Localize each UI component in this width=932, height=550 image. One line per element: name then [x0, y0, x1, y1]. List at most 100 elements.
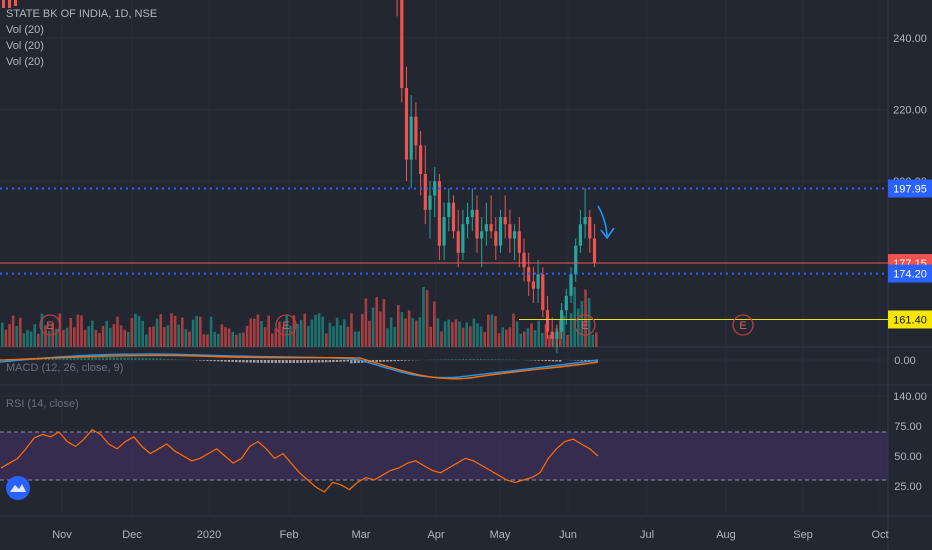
- time-axis-label: Nov: [52, 529, 72, 541]
- candle-body[interactable]: [545, 310, 550, 332]
- candle-body[interactable]: [461, 224, 465, 253]
- candle-body[interactable]: [536, 274, 540, 289]
- volume-bar: [112, 324, 116, 347]
- candle-body[interactable]: [8, 0, 11, 8]
- candle-body[interactable]: [578, 224, 582, 246]
- candle-body[interactable]: [555, 331, 559, 339]
- candle-body[interactable]: [560, 310, 564, 332]
- candle-body[interactable]: [400, 0, 404, 88]
- macd-histogram-bar: [80, 357, 83, 360]
- volume-bar: [155, 318, 159, 347]
- macd-histogram-bar: [94, 357, 97, 360]
- rsi-label[interactable]: RSI (14, close): [6, 398, 79, 410]
- candle-body[interactable]: [498, 217, 503, 246]
- candle-body[interactable]: [437, 181, 441, 246]
- price-tag-target[interactable]: [888, 310, 932, 329]
- candle-body[interactable]: [494, 231, 498, 246]
- candle-body[interactable]: [503, 217, 507, 225]
- candle-body[interactable]: [409, 116, 413, 160]
- earnings-marker[interactable]: [39, 314, 61, 336]
- candle-body[interactable]: [489, 224, 493, 232]
- candle-body[interactable]: [456, 231, 460, 253]
- price-tag-resistance[interactable]: [888, 179, 932, 198]
- study-vol-2[interactable]: Vol (20): [6, 40, 44, 52]
- macd-histogram-bar: [461, 359, 465, 360]
- volume-bar: [559, 320, 562, 347]
- candle-body[interactable]: [433, 181, 437, 196]
- volume-bar: [335, 317, 339, 347]
- candle-body[interactable]: [14, 0, 17, 6]
- earnings-marker-label: E: [282, 320, 289, 332]
- macd-histogram-bar: [263, 360, 267, 363]
- candle-body[interactable]: [517, 231, 521, 253]
- price-tag-support[interactable]: [888, 264, 932, 283]
- macd-histogram-bar: [256, 360, 259, 363]
- study-vol-3[interactable]: Vol (20): [6, 56, 44, 68]
- macd-histogram-bar: [87, 357, 90, 360]
- candle-body[interactable]: [414, 116, 418, 146]
- study-vol-1[interactable]: Vol (20): [6, 24, 44, 36]
- volume-bar: [505, 329, 508, 347]
- earnings-marker[interactable]: [574, 314, 596, 336]
- candle-body[interactable]: [480, 231, 484, 239]
- candle-body[interactable]: [451, 202, 456, 232]
- candle-body[interactable]: [404, 88, 409, 160]
- candle-body[interactable]: [592, 238, 597, 264]
- earnings-marker-label: E: [739, 320, 746, 332]
- macd-histogram-bar: [584, 360, 587, 361]
- macd-histogram-bar: [350, 360, 353, 364]
- macd-histogram-bar: [505, 359, 508, 360]
- candle-body[interactable]: [423, 174, 427, 210]
- macd-histogram-bar: [202, 360, 205, 361]
- candle-body[interactable]: [541, 274, 545, 311]
- candle-body[interactable]: [466, 217, 470, 225]
- macd-histogram-bar: [271, 360, 274, 363]
- volume-bar: [573, 287, 576, 347]
- tradingview-logo-icon[interactable]: [6, 476, 30, 500]
- candle-body[interactable]: [484, 224, 488, 232]
- candle-body[interactable]: [470, 209, 474, 217]
- macd-histogram-bar: [253, 360, 256, 363]
- macd-histogram-bar: [353, 360, 357, 364]
- volume-bar: [343, 319, 346, 347]
- earnings-marker[interactable]: [275, 314, 297, 336]
- candle-body[interactable]: [569, 274, 573, 296]
- candle-body[interactable]: [428, 195, 432, 210]
- annotation-arrow-head: [600, 227, 615, 240]
- earnings-marker[interactable]: [732, 314, 754, 336]
- volume-bar: [83, 329, 87, 347]
- macd-histogram-bar: [137, 357, 141, 360]
- candle-body[interactable]: [513, 231, 517, 239]
- candle-body[interactable]: [2, 0, 5, 8]
- candle-body[interactable]: [564, 295, 568, 311]
- candle-body[interactable]: [419, 145, 423, 174]
- rsi-axis-label: 25.00: [894, 481, 922, 493]
- macd-histogram-bar: [98, 357, 101, 360]
- volume-bar: [472, 318, 476, 347]
- candle-body[interactable]: [588, 217, 592, 239]
- candle-body[interactable]: [475, 209, 479, 239]
- candle-body[interactable]: [574, 245, 578, 275]
- volume-bar: [328, 322, 332, 347]
- candle-body[interactable]: [550, 331, 554, 339]
- candle-body[interactable]: [442, 217, 446, 246]
- candle-body[interactable]: [447, 202, 451, 217]
- volume-bar: [69, 317, 72, 347]
- volume-bar: [407, 310, 411, 347]
- annotation-arrow[interactable]: [597, 205, 608, 237]
- volume-bar: [580, 301, 584, 347]
- macd-histogram-bar: [407, 360, 411, 361]
- volume-bar: [548, 334, 551, 347]
- symbol-title: STATE BK OF INDIA, 1D, NSE: [6, 8, 158, 20]
- volume-bar: [260, 320, 263, 347]
- volume-bar: [566, 334, 569, 347]
- candle-body[interactable]: [508, 224, 512, 239]
- candle-body[interactable]: [531, 281, 535, 289]
- volume-bar: [242, 332, 245, 347]
- candle-body[interactable]: [522, 252, 526, 268]
- macd-label[interactable]: MACD (12, 26, close, 9): [6, 362, 124, 374]
- candle-body[interactable]: [583, 217, 587, 225]
- macd-histogram-bar: [443, 359, 447, 360]
